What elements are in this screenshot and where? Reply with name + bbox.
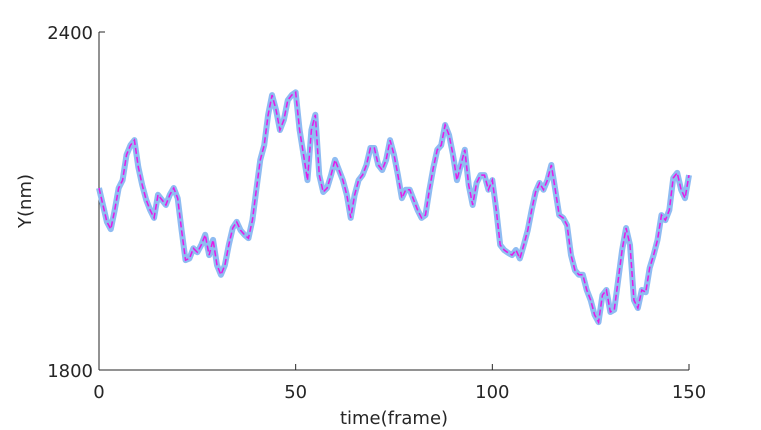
x-axis-label: time(frame) bbox=[340, 408, 448, 429]
x-tick-label: 100 bbox=[475, 382, 509, 403]
y-axis-label: Y(nm) bbox=[15, 174, 36, 229]
x-tick-label: 50 bbox=[284, 382, 307, 403]
line bbox=[98, 90, 690, 325]
y-tick-label: 2400 bbox=[47, 23, 93, 44]
line-band bbox=[96, 89, 692, 326]
x-tick-label: 0 bbox=[93, 382, 104, 403]
x-tick-label: 150 bbox=[672, 382, 706, 403]
y-tick-label: 1800 bbox=[47, 361, 93, 382]
